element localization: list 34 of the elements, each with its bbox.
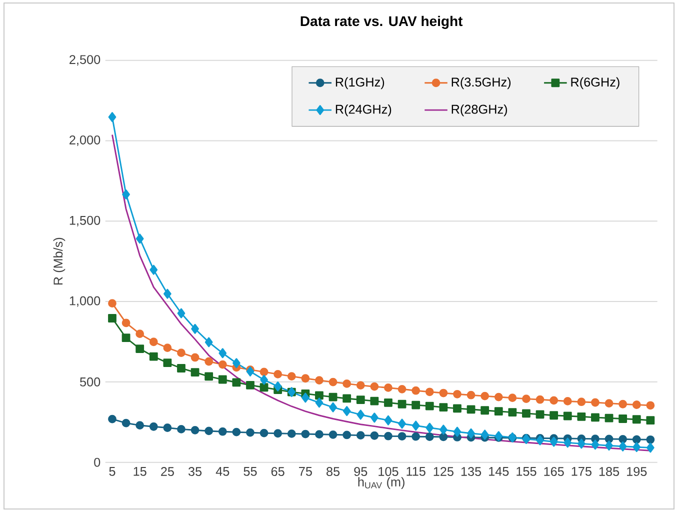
legend-label: R(28GHz): [452, 104, 508, 116]
x-tick-label: 35: [188, 467, 202, 476]
x-tick-label: 15: [134, 467, 146, 476]
x-tick-label: 5: [109, 467, 116, 476]
x-tick-label: 165: [544, 467, 564, 476]
legend-label: R(24GHz): [336, 104, 392, 116]
x-tick-label: 175: [572, 467, 592, 476]
x-tick-label: 25: [161, 467, 174, 476]
legend-label: R(3.5GHz): [452, 77, 511, 90]
x-tick-label: 145: [489, 467, 509, 476]
legend-label: R(6GHz): [571, 77, 620, 90]
x-tick-label: 185: [599, 467, 620, 476]
x-axis-title: h$_{UAV}$ (m): [358, 477, 404, 489]
x-tick-label: 135: [461, 467, 482, 476]
y-tick-label: 2,500: [70, 55, 100, 66]
x-tick-label: 125: [434, 467, 454, 476]
x-tick-label: 155: [516, 467, 536, 476]
x-tick-label: 85: [326, 467, 340, 476]
x-tick-label: 75: [299, 467, 312, 476]
x-tick-label: 195: [627, 467, 647, 476]
x-tick-label: 105: [378, 467, 398, 476]
chart-title: Data rate vs. UAV height: [300, 16, 463, 29]
y-tick-label: 0: [94, 458, 100, 467]
x-tick-label: 65: [271, 467, 284, 476]
x-tick-label: 45: [216, 467, 230, 476]
legend-label: R(1GHz): [336, 77, 384, 90]
x-tick-label: 95: [354, 467, 368, 476]
y-tick-label: 1,000: [70, 296, 100, 307]
y-tick-label: 1,500: [70, 216, 100, 226]
x-tick-label: 115: [406, 467, 426, 476]
y-tick-label: 500: [80, 377, 100, 386]
x-tick-label: 55: [244, 467, 257, 476]
y-axis-title: R (Mb/s): [53, 238, 66, 285]
y-tick-label: 2,000: [70, 135, 100, 146]
